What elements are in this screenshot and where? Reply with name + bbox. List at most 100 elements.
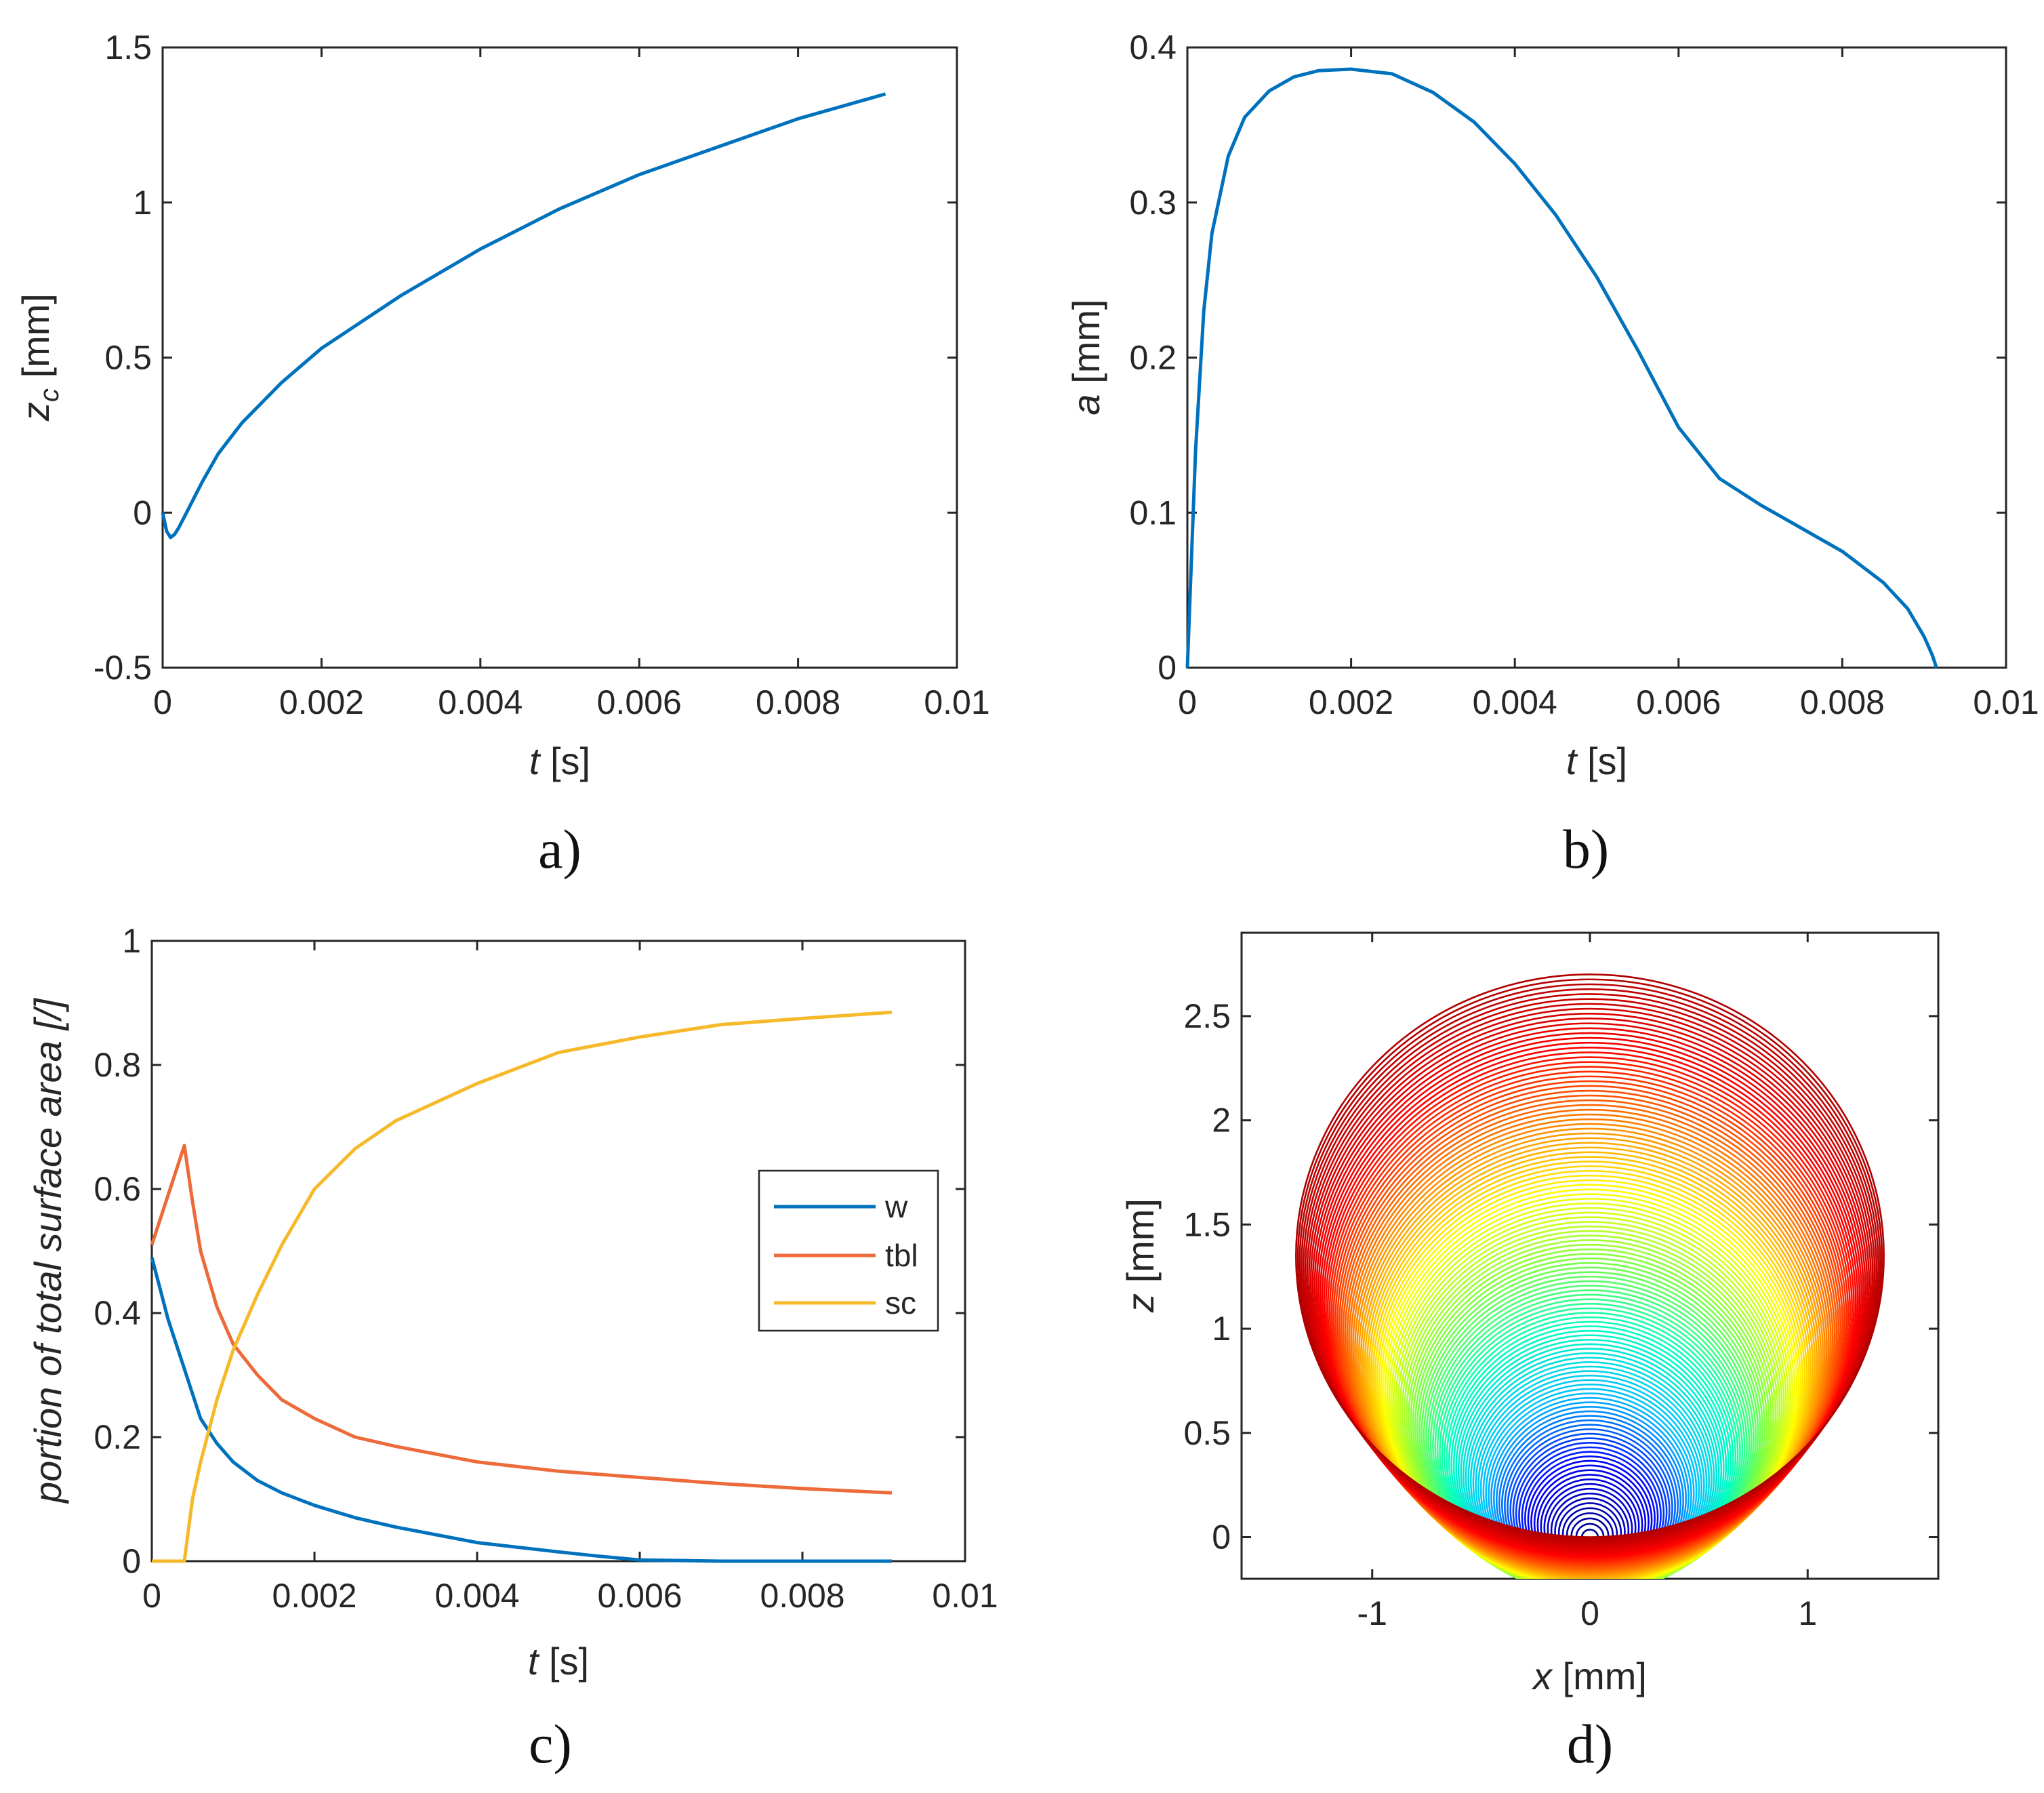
panel-caption: b) [1563, 818, 1609, 880]
y-tick-label: 1 [1212, 1310, 1231, 1348]
tick-marks [1186, 46, 2007, 669]
bubble-outline [1436, 1303, 1744, 1579]
bubble-outline [1469, 1365, 1711, 1579]
x-tick-label: 0.01 [924, 683, 989, 721]
bubble-outline [1356, 1127, 1824, 1576]
panel-caption: c) [529, 1713, 572, 1775]
bubble-outline [1372, 1165, 1808, 1579]
bubble-outline [1366, 1151, 1814, 1579]
series-line-z-c [161, 92, 886, 540]
bubble-outline [1479, 1384, 1700, 1579]
bubble-outline [1455, 1339, 1725, 1579]
bubble-outline [1299, 983, 1881, 1541]
panel-a-zc-vs-t: 0 0.002 0.004 0.006 0.008 0.01 -0.500.511.5 t… [14, 28, 990, 880]
bubble-outline [1477, 1379, 1702, 1579]
y-tick-label: 0.5 [104, 339, 152, 377]
bubble-outline [1304, 998, 1876, 1545]
bubble-outline [1352, 1118, 1828, 1574]
bubble-outline [1490, 1401, 1690, 1579]
bubble-outline [1389, 1202, 1791, 1579]
bubble-outline [1498, 1415, 1681, 1579]
y-tick-labels: 0 0.1 0.2 0.3 0.4 [1129, 28, 1177, 687]
series-line-w [150, 1257, 892, 1563]
panel-b-a-vs-t: 0 0.002 0.004 0.006 0.008 0.01 00.10.20.30.4 … [1065, 28, 2039, 880]
bubble-outline [1380, 1184, 1800, 1579]
tick-marks [1242, 933, 1938, 1579]
y-tick-label: 1 [122, 922, 141, 960]
x-tick-labels: 0 0.002 0.004 0.006 0.008 0.01 [153, 683, 990, 721]
bubble-outline [1338, 1085, 1842, 1567]
x-tick-label: 0.004 [434, 1577, 519, 1615]
bubble-outline [1429, 1289, 1751, 1579]
bubble-outline [1507, 1428, 1673, 1579]
x-axis-label: t [s] [1566, 740, 1627, 782]
bubble-outline [1457, 1343, 1723, 1579]
x-tick-label: 0.006 [1636, 683, 1721, 721]
bubble-outline [1325, 1051, 1855, 1559]
bubble-outline [1393, 1211, 1787, 1579]
legend-label-tbl: tbl [885, 1238, 918, 1273]
x-tick-label: 0.008 [1800, 683, 1885, 721]
bubble-outline [1328, 1061, 1852, 1561]
panel-d-bubble-contours: -1 0 1 0 0.5 1 1.5 2 2.5 x [mm] z [mm] d) [1119, 931, 1940, 1775]
y-tick-label: 1.5 [1183, 1205, 1231, 1243]
bubble-outline [1504, 1424, 1676, 1579]
x-tick-label: 0 [1178, 683, 1197, 721]
bubble-outline [1403, 1234, 1777, 1579]
bubble-outline [1527, 1459, 1653, 1579]
x-tick-labels: 0 0.002 0.004 0.006 0.008 0.01 [1178, 683, 2039, 721]
bubble-outline [1391, 1207, 1789, 1579]
bubble-outline [1330, 1066, 1849, 1563]
y-tick-label: 0.2 [94, 1418, 141, 1456]
bubble-outline [1496, 1410, 1684, 1579]
y-tick-label: 0.2 [1129, 339, 1177, 377]
bubble-outline [1326, 1056, 1854, 1560]
y-tick-label: 0.6 [94, 1170, 141, 1208]
y-tick-label: -0.5 [94, 649, 152, 687]
x-tick-labels: -1 0 1 [1357, 1594, 1818, 1632]
bubble-outline [1521, 1451, 1659, 1579]
bubble-outline [1423, 1276, 1757, 1579]
x-tick-label: 0.002 [279, 683, 364, 721]
bubble-outline [1357, 1132, 1822, 1577]
y-tick-label: 0.1 [1129, 493, 1177, 531]
y-axis-label: z [mm] [1119, 1198, 1162, 1313]
bubble-outline [1374, 1170, 1806, 1579]
x-axis-label: t [s] [528, 1640, 589, 1683]
x-axis-label: x [mm] [1531, 1655, 1647, 1697]
bubble-outline [1509, 1432, 1671, 1579]
bubble-outline [1348, 1108, 1832, 1572]
bubble-outline [1323, 1047, 1857, 1558]
bubble-outline [1465, 1356, 1715, 1579]
series-line-a [1185, 67, 1938, 668]
bubble-outline [1420, 1271, 1759, 1579]
plot-frame [161, 46, 958, 669]
bubble-outline [1317, 1032, 1863, 1554]
bubble-outline [1418, 1266, 1761, 1579]
bubble-outline [1467, 1361, 1713, 1579]
bubble-outline [1296, 978, 1883, 1539]
bubble-outline [1295, 973, 1885, 1538]
y-axis-label: a [mm] [1065, 299, 1107, 415]
bubble-outline [1485, 1392, 1695, 1579]
bubble-outline [1315, 1027, 1864, 1553]
x-tick-label: 0.01 [1973, 683, 2039, 721]
tick-marks [161, 46, 958, 669]
x-tick-label: 0.006 [597, 683, 682, 721]
x-tick-label: 0 [1580, 1594, 1599, 1632]
y-tick-label: 2.5 [1183, 997, 1231, 1035]
bubble-outline [1444, 1316, 1736, 1579]
bubble-outline [1432, 1293, 1748, 1579]
y-tick-label: 2 [1212, 1102, 1231, 1140]
y-tick-labels: -0.5 0 0.5 1 1.5 [94, 28, 152, 687]
x-tick-label: 0.002 [272, 1577, 356, 1615]
series-lines [150, 1010, 893, 1563]
bubble-outline [1334, 1075, 1845, 1565]
bubble-outline [1425, 1280, 1755, 1579]
y-axis-label: zc [mm] [14, 294, 64, 422]
bubble-outline [1463, 1352, 1717, 1579]
bubble-outline [1336, 1080, 1843, 1566]
y-tick-label: 0.3 [1129, 184, 1177, 222]
y-tick-label: 0.8 [94, 1046, 141, 1084]
